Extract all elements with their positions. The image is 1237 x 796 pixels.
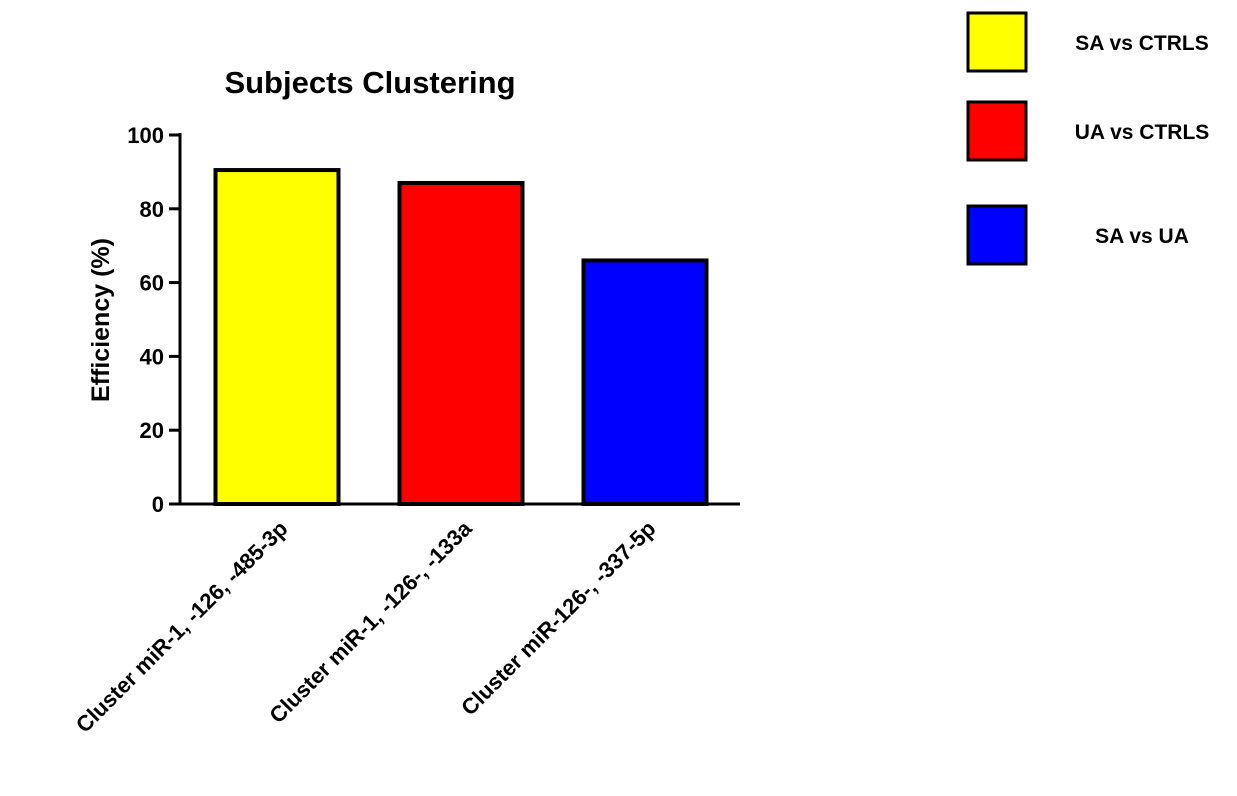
y-tick-label: 60 [140,271,164,296]
legend-swatch [966,11,1028,73]
y-tick-label: 20 [140,418,164,443]
y-axis-ticks: 0 20 40 60 80 100 [127,123,180,517]
legend-label: UA vs CTRLS [1075,121,1210,144]
x-category-label: Cluster miR-126-, -337-5p [456,516,660,720]
y-axis-label: Efficiency (%) [87,238,115,402]
x-category-label: Cluster miR-1, -126-, -133a [264,515,477,728]
y-tick-label: 0 [152,492,164,517]
axes [178,133,740,506]
bar [581,258,709,506]
bar [213,168,341,506]
y-tick-label: 100 [127,123,164,148]
chart-title: Subjects Clustering [224,65,515,100]
legend-label: SA vs UA [1095,225,1189,248]
bars [213,168,709,506]
legend-swatch [966,204,1028,266]
bar [397,180,525,506]
legend-label: SA vs CTRLS [1075,32,1208,55]
y-tick-label: 80 [140,197,164,222]
legend-swatch [966,100,1028,162]
x-category-label: Cluster miR-1, -126, -485-3p [71,516,293,738]
legend: SA vs CTRLS UA vs CTRLS SA vs UA [966,11,1210,266]
y-tick-label: 40 [140,344,164,369]
